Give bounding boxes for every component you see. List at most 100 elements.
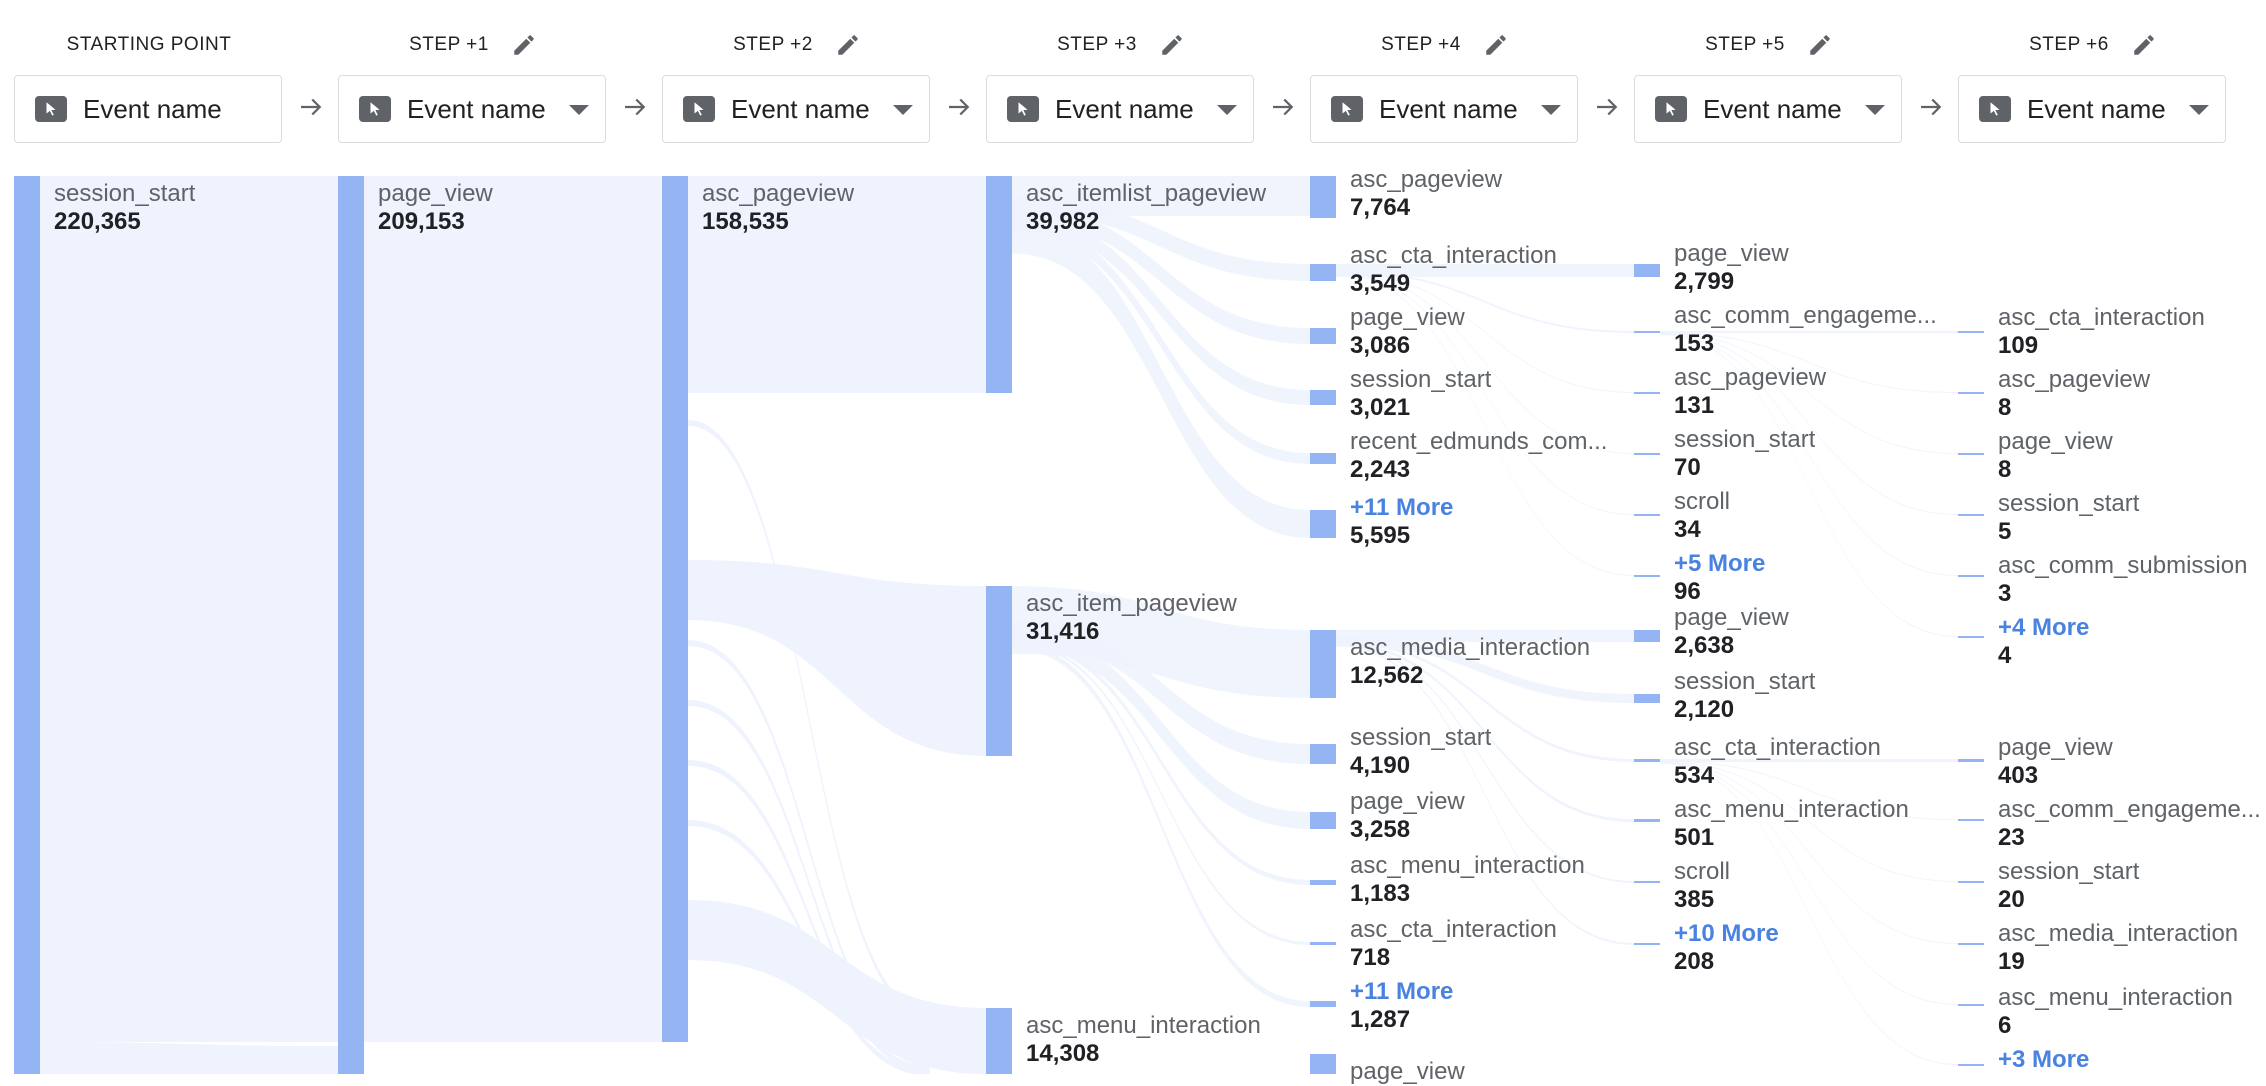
flow-node[interactable]	[1958, 331, 1984, 333]
cursor-icon	[1655, 96, 1687, 122]
flow-node[interactable]	[1310, 1054, 1336, 1074]
flow-node[interactable]	[1958, 636, 1984, 638]
flow-node[interactable]	[1310, 176, 1336, 218]
flow-link	[1012, 630, 1310, 829]
flow-node[interactable]	[1310, 942, 1336, 945]
flow-node[interactable]	[338, 176, 364, 1074]
flow-node[interactable]	[986, 176, 1012, 393]
node-event-count: 7,764	[1350, 194, 1411, 221]
selector-label: Event name	[731, 93, 870, 124]
flow-link	[1012, 212, 1310, 405]
flow-node[interactable]	[1634, 759, 1660, 762]
flow-node[interactable]	[1310, 812, 1336, 829]
chevron-down-icon[interactable]	[569, 105, 589, 115]
event-name-selector-6[interactable]: Event name	[1958, 75, 2226, 143]
node-label: page_view 3,086	[1350, 304, 1465, 360]
more-link-text[interactable]: +10 More	[1674, 920, 1779, 947]
more-link-text[interactable]: +11 More	[1350, 978, 1454, 1005]
flow-node[interactable]	[1958, 1064, 1984, 1066]
flow-node[interactable]	[1310, 510, 1336, 538]
flow-link	[1012, 586, 1310, 698]
step-label: STEP +3	[1057, 34, 1137, 55]
flow-node[interactable]	[1310, 744, 1336, 764]
pencil-icon[interactable]	[1159, 32, 1185, 58]
flow-node[interactable]	[1310, 453, 1336, 464]
chevron-down-icon[interactable]	[1217, 105, 1237, 115]
chevron-down-icon[interactable]	[2189, 105, 2209, 115]
flow-node[interactable]	[1958, 392, 1984, 394]
chevron-down-icon[interactable]	[1541, 105, 1561, 115]
flow-node[interactable]	[1634, 819, 1660, 822]
pencil-icon[interactable]	[2131, 32, 2157, 58]
flow-link	[1660, 332, 1958, 393]
event-name-selector-3[interactable]: Event name	[986, 75, 1254, 143]
node-event-count: 501	[1674, 824, 1715, 851]
node-event-name: asc_cta_interaction	[1350, 916, 1557, 943]
chevron-down-icon[interactable]	[893, 105, 913, 115]
pencil-icon[interactable]	[835, 32, 861, 58]
flow-link	[1660, 761, 1958, 882]
flow-node[interactable]	[1310, 880, 1336, 885]
event-name-selector-2[interactable]: Event name	[662, 75, 930, 143]
flow-node[interactable]	[1310, 1001, 1336, 1007]
pencil-icon[interactable]	[1807, 32, 1833, 58]
flow-node[interactable]	[1958, 1004, 1984, 1006]
step-header-5: STEP +5	[1634, 30, 1904, 60]
more-link-text[interactable]: +3 More	[1998, 1046, 2090, 1073]
flow-node[interactable]	[1310, 630, 1336, 698]
node-event-name: asc_menu_interaction	[1674, 796, 1909, 823]
flow-node[interactable]	[986, 586, 1012, 756]
pencil-icon[interactable]	[1483, 32, 1509, 58]
flow-link	[40, 1042, 338, 1074]
node-label: asc_comm_engageme... 153	[1674, 302, 1937, 358]
more-link-text[interactable]: +5 More	[1674, 550, 1766, 577]
event-name-selector-0[interactable]: Event name	[14, 75, 282, 143]
event-name-selector-5[interactable]: Event name	[1634, 75, 1902, 143]
flow-node[interactable]	[986, 1008, 1012, 1074]
flow-node[interactable]	[1958, 759, 1984, 762]
flow-node[interactable]	[1634, 881, 1660, 883]
flow-node[interactable]	[1634, 264, 1660, 277]
more-nodes-link[interactable]: +11 More 1,287	[1350, 978, 1453, 1034]
pencil-icon[interactable]	[511, 32, 537, 58]
flow-node[interactable]	[1958, 881, 1984, 883]
flow-link	[1336, 630, 1634, 642]
flow-node[interactable]	[1310, 264, 1336, 281]
flow-node[interactable]	[1634, 694, 1660, 703]
node-event-count: 220,365	[54, 208, 141, 235]
flow-node[interactable]	[1634, 453, 1660, 455]
more-nodes-link[interactable]: +10 More 208	[1674, 920, 1779, 976]
flow-node[interactable]	[1634, 575, 1660, 577]
flow-node[interactable]	[1958, 575, 1984, 577]
flow-link	[1336, 644, 1634, 945]
more-nodes-link[interactable]: +3 More	[1998, 1046, 2089, 1074]
flow-node[interactable]	[1634, 943, 1660, 945]
flow-node[interactable]	[1958, 453, 1984, 455]
flow-node[interactable]	[1634, 630, 1660, 642]
chevron-down-icon[interactable]	[1865, 105, 1885, 115]
flow-node[interactable]	[1634, 514, 1660, 516]
flow-node[interactable]	[1310, 390, 1336, 405]
flow-node[interactable]	[1634, 331, 1660, 333]
step-header-0: STARTING POINT	[14, 30, 284, 60]
event-name-selector-1[interactable]: Event name	[338, 75, 606, 143]
flow-node[interactable]	[1310, 328, 1336, 344]
node-event-count: 4	[1998, 642, 2012, 669]
flow-link	[688, 176, 986, 393]
node-event-count: 131	[1674, 392, 1715, 419]
flow-node[interactable]	[662, 176, 688, 1042]
flow-node[interactable]	[14, 176, 40, 1074]
node-event-name: session_start	[1998, 490, 2140, 517]
flow-node[interactable]	[1634, 392, 1660, 394]
more-nodes-link[interactable]: +11 More 5,595	[1350, 494, 1453, 550]
more-link-text[interactable]: +4 More	[1998, 614, 2090, 641]
more-nodes-link[interactable]: +5 More 96	[1674, 550, 1765, 606]
flow-node[interactable]	[1958, 819, 1984, 821]
node-label: asc_menu_interaction 14,308	[1026, 1012, 1261, 1068]
flow-node[interactable]	[1958, 514, 1984, 516]
event-name-selector-4[interactable]: Event name	[1310, 75, 1578, 143]
more-nodes-link[interactable]: +4 More 4	[1998, 614, 2089, 670]
flow-link	[1660, 333, 1958, 515]
more-link-text[interactable]: +11 More	[1350, 494, 1454, 521]
flow-node[interactable]	[1958, 943, 1984, 945]
